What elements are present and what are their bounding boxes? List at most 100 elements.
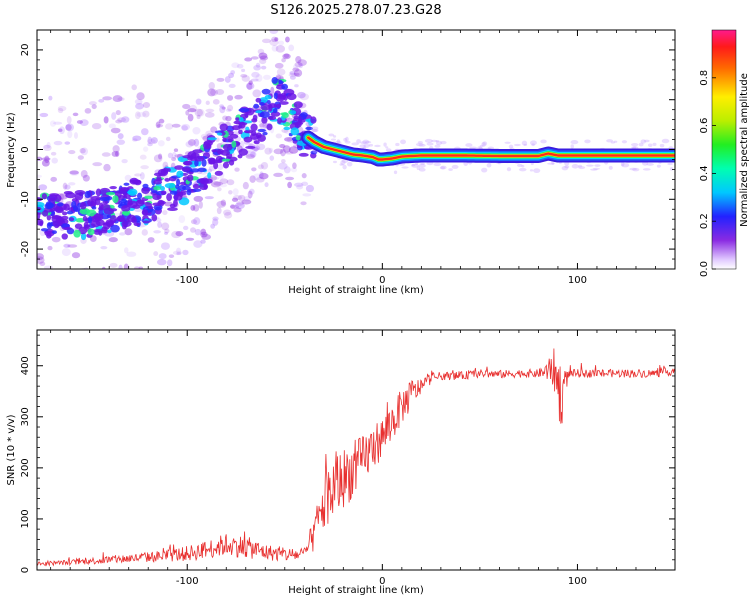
spectrum-blob [190, 219, 198, 225]
spectrum-blob [231, 62, 240, 69]
spectrum-blob [169, 190, 178, 195]
spectrum-blob [416, 166, 421, 171]
spectrum-blob [134, 111, 141, 120]
spectrum-blob [65, 124, 72, 131]
spectrum-blob [418, 167, 426, 172]
spectrum-blob [83, 323, 92, 329]
spectrum-blob [182, 167, 191, 172]
x-tick-label: 0 [379, 275, 385, 286]
spectrum-blob [310, 150, 318, 155]
spectrum-blob [117, 97, 125, 101]
colorbar-label: Normalized spectral amplitude [739, 73, 750, 227]
spectrum-blob [661, 138, 670, 144]
spectrum-blob [110, 127, 121, 134]
spectrum-blob [210, 180, 221, 188]
spectrum-blob [115, 302, 123, 307]
spectrum-blob [298, 152, 309, 157]
spectrum-blob [160, 190, 167, 195]
spectrum-blob [201, 234, 212, 240]
spectrum-blob [364, 140, 372, 144]
spectrum-blob [227, 137, 234, 143]
spectrum-blob [132, 138, 138, 142]
spectrum-blob [51, 298, 61, 304]
spectrum-blob [122, 293, 131, 298]
spectrum-blob [63, 203, 70, 211]
spectrum-blob [65, 123, 75, 132]
spectrum-blob [98, 99, 105, 103]
spectrum-blob [86, 209, 97, 217]
spectrum-blob [257, 48, 265, 55]
spectrum-blob [142, 220, 150, 224]
spectrum-blob [151, 214, 158, 222]
snr-ticks: -100 0 100 0 100 200 300 400 [20, 330, 676, 587]
spectrum-blob [659, 143, 665, 148]
spectrum-blob [139, 172, 145, 180]
spectrum-blob [73, 132, 79, 139]
spectrum-blob [181, 123, 190, 131]
spectrum-blob [288, 146, 299, 154]
spectrum-blob [220, 199, 226, 206]
y-tick-label: 300 [20, 407, 31, 426]
spectrum-blob [121, 220, 132, 227]
spectrum-blob [115, 110, 121, 116]
spectrum-blob [241, 68, 246, 73]
spectrum-blob [277, 93, 283, 98]
spectrum-blob [351, 142, 359, 146]
spectrum-blob [157, 140, 165, 147]
spectrum-blob [166, 259, 173, 267]
spectrum-blob [137, 199, 145, 205]
spectrum-blob [305, 126, 314, 131]
spectrum-blob [107, 229, 112, 234]
spectrum-blob [123, 182, 130, 186]
spectrum-blob [643, 139, 650, 143]
spectrum-blob [187, 139, 196, 146]
spectrum-blob [277, 162, 288, 170]
spectrum-blob [411, 163, 419, 168]
spectrum-blob [50, 277, 59, 282]
spectrum-blob [121, 158, 128, 164]
spectrum-blob [222, 115, 228, 121]
spectrum-blob [186, 174, 194, 182]
spectrum-blob [646, 163, 654, 166]
spectrum-blob [584, 139, 591, 144]
spectrum-blob [258, 52, 268, 60]
spectrum-blob [340, 160, 346, 166]
spectrum-blob [101, 226, 108, 232]
spectrum-blob [79, 119, 89, 126]
spectrum-blob [223, 209, 232, 216]
spectrum-blob [250, 151, 257, 158]
spectrogram-scatter [37, 30, 675, 329]
spectrum-blob [561, 166, 569, 171]
spectrum-blob [182, 103, 191, 110]
spectrum-blob [112, 145, 120, 153]
spectrum-blob [212, 216, 219, 221]
x-tick-label: 100 [568, 275, 587, 286]
spectrum-blob [629, 167, 637, 171]
spectrum-blob [162, 210, 168, 216]
spectrum-blob [630, 142, 639, 147]
spectrum-blob [245, 82, 255, 90]
spectrum-blob [160, 186, 165, 191]
spectrum-blob [193, 217, 201, 226]
spectrum-blob [401, 166, 409, 169]
spectrum-blob [592, 167, 601, 170]
spectrum-blob [281, 83, 289, 90]
spectrum-blob [72, 307, 76, 311]
spectrum-blob [103, 207, 115, 215]
spectrum-blob [302, 193, 312, 197]
spectrum-blob [238, 129, 243, 135]
spectrum-blob [181, 125, 188, 131]
spectrum-blob [564, 165, 570, 169]
spectrum-blob [142, 291, 148, 297]
spectrum-blob [138, 266, 143, 269]
spectrum-blob [227, 95, 234, 101]
spectrum-blob [99, 197, 110, 202]
spectrum-blob [46, 214, 52, 221]
spectrum-blob [230, 70, 236, 75]
spectrum-blob [288, 73, 297, 77]
spectrum-blob [294, 84, 299, 88]
spectrum-blob [39, 261, 46, 267]
spectrum-blob [282, 145, 291, 153]
spectrum-blob [236, 200, 244, 206]
spectrum-blob [192, 183, 200, 190]
